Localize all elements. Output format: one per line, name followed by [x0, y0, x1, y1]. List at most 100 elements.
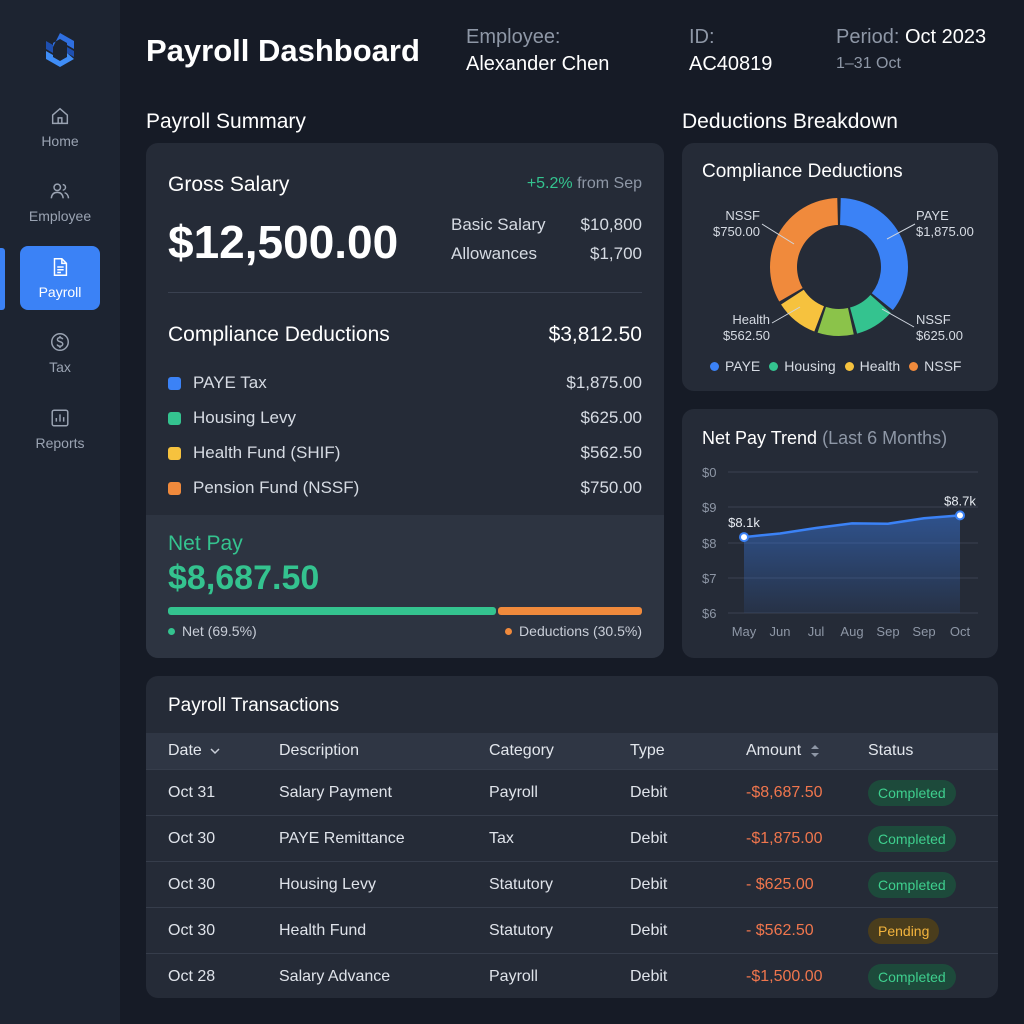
net-legend: Net (69.5%) — [168, 623, 257, 639]
sidebar-item-reports[interactable]: Reports — [20, 397, 100, 461]
deductions-legend-label: Deductions (30.5%) — [519, 623, 642, 639]
net-pay-split-bar — [168, 607, 642, 615]
x-tick-label: Aug — [840, 624, 863, 639]
donut-slice-housing — [850, 294, 891, 334]
gross-salary-label: Gross Salary — [168, 173, 290, 196]
trend-point — [739, 532, 749, 543]
transactions-header: Date Description Category Type Amount St… — [146, 733, 998, 769]
column-header-date[interactable]: Date — [168, 733, 222, 769]
status-badge: Completed — [868, 963, 956, 990]
leader-line — [881, 308, 915, 328]
health-swatch — [168, 446, 181, 460]
cell-amount: -$1,875.00 — [746, 829, 823, 847]
cell-category: Payroll — [489, 967, 538, 985]
table-row[interactable]: Oct 30 Health Fund Statutory Debit - $562.50… — [146, 907, 998, 953]
sidebar: Home Employee Payroll Tax Reports — [0, 0, 120, 1024]
net-pay-panel: Net Pay $8,687.50 Net (69.5%) Deductions… — [146, 515, 664, 658]
sidebar-item-employee[interactable]: Employee — [20, 170, 100, 234]
donut-slice-health — [781, 289, 824, 332]
cell-status: Completed — [868, 770, 956, 815]
sidebar-item-tax[interactable]: Tax — [20, 321, 100, 385]
id-value: AC40819 — [689, 53, 773, 75]
net-segment — [168, 607, 496, 615]
employee-label: Employee: — [466, 26, 561, 48]
cell-amount: -$1,500.00 — [746, 967, 823, 985]
payroll-summary-card: Gross Salary +5.2% from Sep $12,500.00 B… — [146, 143, 664, 658]
legend-item: Housing — [769, 358, 836, 374]
sidebar-item-label: Reports — [35, 435, 85, 451]
cell-type: Debit — [630, 967, 668, 985]
basic-salary-label: Basic Salary — [451, 215, 546, 234]
donut-label-nssf-2: NSSF $625.00 — [916, 312, 963, 343]
net-dot — [168, 627, 175, 635]
gross-salary-amount: $12,500.00 — [168, 216, 399, 268]
table-row[interactable]: Oct 28 Salary Advance Payroll Debit -$1,500.… — [146, 953, 998, 998]
sidebar-item-label: Tax — [49, 359, 71, 375]
legend-item: PAYE — [710, 358, 760, 374]
allowances-row: Allowances $1,700 — [451, 244, 642, 264]
bar-chart-icon — [51, 409, 69, 427]
column-header-status[interactable]: Status — [868, 742, 914, 759]
trend-title-main: Net Pay Trend — [702, 428, 818, 448]
deduction-row-paye: PAYE Tax $1,875.00 — [168, 373, 642, 393]
trend-area — [744, 515, 960, 613]
deduction-label: Health Fund (SHIF) — [193, 443, 341, 462]
dollar-icon — [51, 333, 69, 351]
legend-item: Health — [844, 358, 900, 374]
sidebar-item-home[interactable]: Home — [20, 95, 100, 159]
table-row[interactable]: Oct 30 PAYE Remittance Tax Debit -$1,875.00 C… — [146, 815, 998, 861]
deduction-amount: $562.50 — [580, 443, 642, 462]
y-tick-label: $6 — [702, 606, 716, 621]
period-label: Period: — [836, 26, 900, 48]
deduction-label: Pension Fund (NSSF) — [193, 478, 360, 497]
legend-item: NSSF — [909, 358, 961, 374]
deductions-breakdown-card: Compliance Deductions NSSF $750.00 PAYE $1… — [682, 143, 998, 391]
cell-type: Debit — [630, 783, 668, 801]
cell-description: Health Fund — [279, 921, 367, 939]
y-tick-label: $0 — [702, 465, 716, 480]
cell-status: Completed — [868, 954, 956, 998]
period-value: Oct 2023 — [904, 26, 987, 48]
deductions-chart-title: Compliance Deductions — [702, 161, 903, 182]
net-pay-amount: $8,687.50 — [168, 559, 320, 597]
page-title: Payroll Dashboard — [146, 33, 420, 68]
deduction-amount: $625.00 — [580, 408, 642, 427]
employee-info: Employee: Alexander Chen — [466, 26, 609, 76]
cell-category: Payroll — [489, 783, 538, 801]
cell-category: Statutory — [489, 921, 554, 939]
employee-id-info: ID: AC40819 — [689, 26, 772, 76]
cell-description: PAYE Remittance — [279, 829, 405, 847]
y-tick-label: $9 — [702, 500, 716, 515]
users-icon — [50, 183, 70, 199]
x-tick-label: May — [732, 624, 757, 639]
cell-type: Debit — [630, 875, 668, 893]
column-header-description[interactable]: Description — [279, 742, 360, 759]
cell-amount: - $625.00 — [746, 875, 814, 893]
cell-type: Debit — [630, 829, 668, 847]
deductions-legend: Deductions (30.5%) — [505, 623, 642, 639]
deductions-segment — [498, 607, 642, 615]
donut-slice-housing-2 — [817, 306, 854, 336]
cell-amount: - $562.50 — [746, 921, 814, 939]
leader-line — [771, 306, 801, 324]
change-value: +5.2% — [526, 175, 573, 192]
cell-status: Completed — [868, 816, 956, 861]
table-row[interactable]: Oct 31 Salary Payment Payroll Debit -$8,687.… — [146, 769, 998, 815]
compliance-deductions-label: Compliance Deductions — [168, 323, 390, 346]
cell-date: Oct 28 — [168, 967, 216, 985]
cell-category: Tax — [489, 829, 514, 847]
sidebar-item-payroll[interactable]: Payroll — [20, 246, 100, 310]
column-header-category[interactable]: Category — [489, 742, 554, 759]
y-tick-label: $8 — [702, 536, 716, 551]
deductions-dot — [505, 627, 513, 635]
data-label: $8.7k — [944, 493, 976, 508]
cell-description: Salary Advance — [279, 967, 391, 985]
net-pay-label: Net Pay — [168, 532, 243, 555]
column-header-type[interactable]: Type — [630, 742, 665, 759]
column-header-amount[interactable]: Amount — [746, 733, 821, 769]
deduction-amount: $1,875.00 — [566, 373, 642, 392]
table-row[interactable]: Oct 30 Housing Levy Statutory Debit - $625.0… — [146, 861, 998, 907]
compliance-deductions-total: $3,812.50 — [548, 323, 642, 346]
deduction-amount: $750.00 — [580, 478, 642, 497]
divider — [168, 292, 642, 293]
